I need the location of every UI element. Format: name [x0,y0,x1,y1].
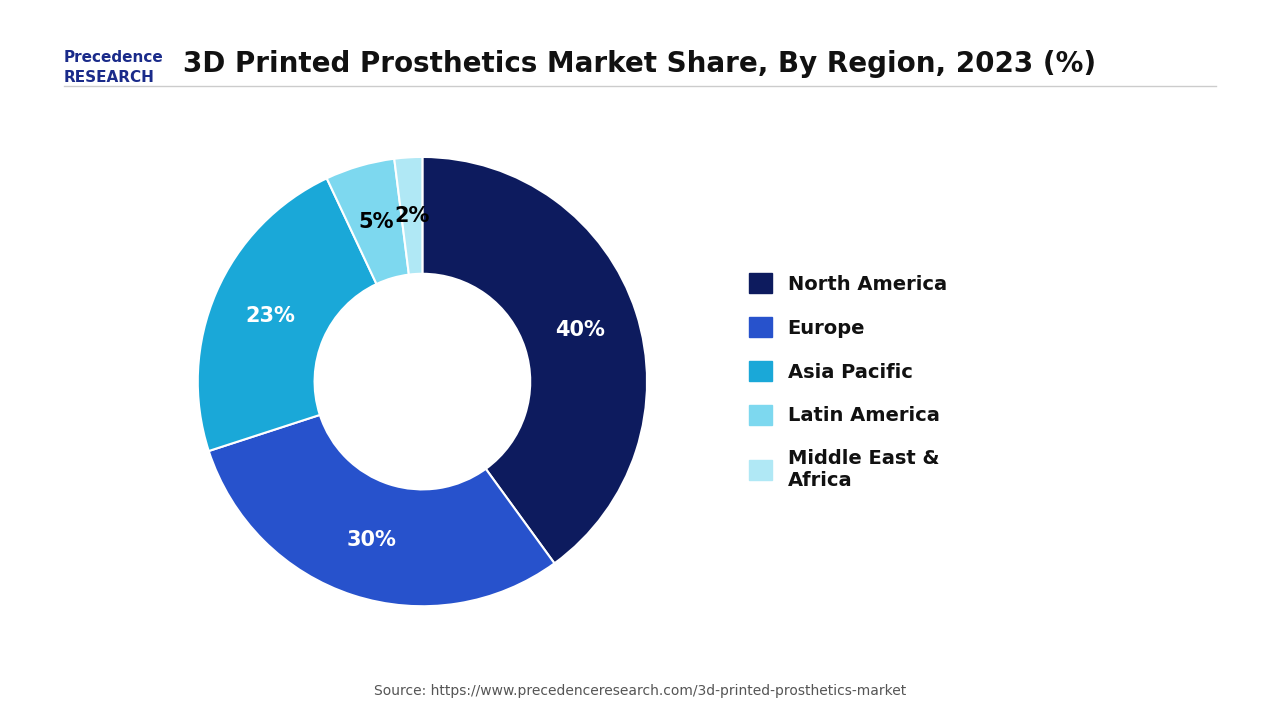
Text: 30%: 30% [346,530,396,549]
Wedge shape [326,158,408,284]
Text: 40%: 40% [556,320,605,341]
Text: Source: https://www.precedenceresearch.com/3d-printed-prosthetics-market: Source: https://www.precedenceresearch.c… [374,685,906,698]
Text: 3D Printed Prosthetics Market Share, By Region, 2023 (%): 3D Printed Prosthetics Market Share, By … [183,50,1097,78]
Text: 23%: 23% [244,305,294,325]
Wedge shape [198,179,376,451]
Legend: North America, Europe, Asia Pacific, Latin America, Middle East &
Africa: North America, Europe, Asia Pacific, Lat… [741,266,955,498]
Wedge shape [394,157,422,274]
Wedge shape [422,157,646,563]
Wedge shape [209,415,554,606]
Text: Precedence
RESEARCH: Precedence RESEARCH [64,50,164,85]
Text: 2%: 2% [394,206,430,225]
Text: 5%: 5% [358,212,394,232]
